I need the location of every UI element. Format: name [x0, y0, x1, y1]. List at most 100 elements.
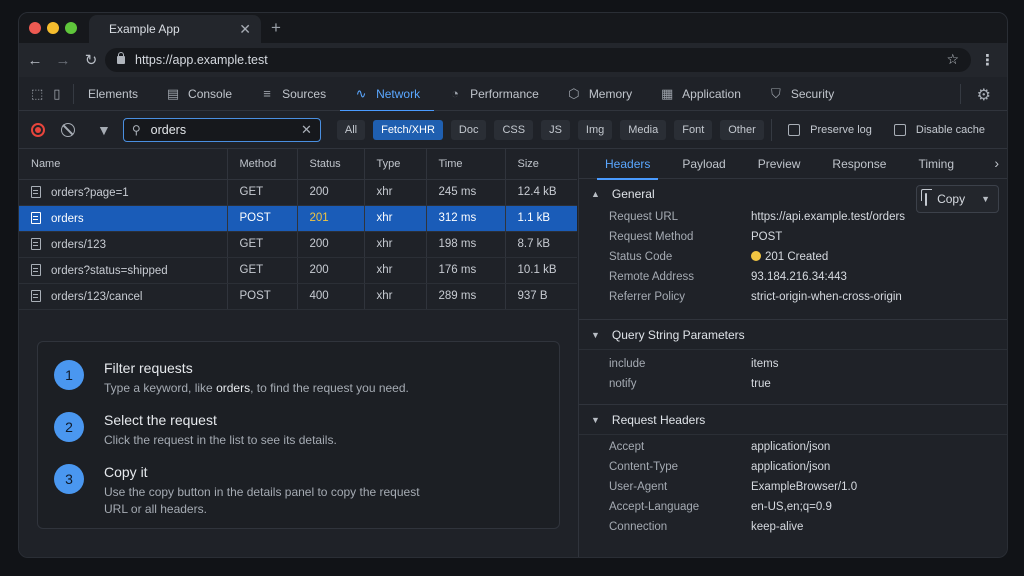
console-icon: ▤ [166, 85, 180, 101]
new-tab-button[interactable]: + [271, 18, 281, 37]
kv-value[interactable]: keep-alive [751, 521, 804, 533]
preserve-log-checkbox[interactable]: Preserve log [788, 124, 872, 136]
url-field[interactable]: https://app.example.test ☆ [105, 48, 971, 72]
kv-value[interactable]: items [751, 358, 779, 370]
back-button[interactable]: ← [27, 51, 43, 69]
column-header-method[interactable]: Method [227, 149, 298, 180]
filter-chip-other[interactable]: Other [720, 119, 764, 140]
column-header-type[interactable]: Type [364, 149, 427, 180]
filter-search-input[interactable]: ⚲ orders ✕ [122, 117, 321, 142]
inspect-element-icon[interactable]: ⬚ [31, 85, 44, 101]
reload-button[interactable]: ↻ [84, 52, 98, 69]
filter-chip-doc[interactable]: Doc [450, 119, 487, 140]
tab-application[interactable]: ▦ Application [646, 77, 755, 111]
column-header-status[interactable]: Status [297, 149, 365, 180]
tab-label: Console [188, 86, 233, 101]
step-description-part: , to find the request you need. [250, 381, 409, 395]
chevron-right-icon[interactable]: › [994, 155, 999, 171]
kv-key: Accept [609, 441, 645, 453]
chevron-down-icon[interactable]: ▼ [981, 194, 990, 204]
kv-value[interactable]: 201 Created [751, 251, 828, 271]
step-title: Select the request [104, 412, 217, 428]
method-cell: GET [227, 179, 298, 206]
tab-console[interactable]: ▤ Console [152, 77, 246, 111]
browser-tab[interactable]: Example App ✕ [89, 15, 261, 43]
kv-value[interactable]: application/json [751, 461, 831, 473]
checkbox-box[interactable] [788, 124, 801, 136]
query-section-header[interactable]: ▼ Query String Parameters [579, 320, 1007, 350]
kv-row: Request Method POST [579, 231, 1007, 251]
close-window-button[interactable] [29, 22, 41, 34]
guide-step-3: 3 Copy it Use the copy button in the det… [54, 464, 444, 518]
column-header-time[interactable]: Time [426, 149, 506, 180]
filter-chip-js[interactable]: JS [541, 119, 570, 140]
tab-memory[interactable]: ⬡ Memory [553, 77, 646, 111]
disable-cache-checkbox[interactable]: Disable cache [893, 124, 985, 136]
kv-value[interactable]: POST [751, 231, 783, 243]
step-description: Type a keyword, like orders, to find the… [104, 380, 444, 397]
copy-button[interactable]: Copy ▼ [916, 185, 999, 213]
tab-elements[interactable]: Elements [74, 77, 152, 111]
tab-sources[interactable]: ≡ Sources [246, 77, 340, 111]
general-section-header[interactable]: ▲ General [579, 179, 1007, 209]
filter-chip-css[interactable]: CSS [494, 119, 534, 140]
record-button[interactable] [31, 122, 45, 137]
kv-value[interactable]: en-US,en;q=0.9 [751, 501, 832, 513]
tab-label: Network [376, 86, 421, 101]
step-text: Copy it Use the copy button in the detai… [104, 464, 444, 518]
table-row[interactable]: orders?page=1 GET 200 xhr 245 ms 12.4 kB [19, 179, 577, 206]
column-header-size[interactable]: Size [505, 149, 577, 180]
step-keyword: orders [216, 381, 251, 395]
tab-payload[interactable]: Payload [682, 156, 726, 171]
kv-value[interactable]: application/json [751, 441, 831, 453]
kv-value[interactable]: strict-origin-when-cross-origin [751, 291, 902, 303]
clear-log-button[interactable] [61, 122, 75, 137]
maximize-window-button[interactable] [65, 22, 77, 34]
step-number-badge: 2 [54, 412, 84, 442]
table-row[interactable]: orders/123 GET 200 xhr 198 ms 8.7 kB [19, 231, 577, 258]
request-headers-section-header[interactable]: ▼ Request Headers [579, 405, 1007, 435]
filter-funnel-icon[interactable]: ▼ [97, 121, 111, 138]
table-row-selected[interactable]: orders POST 201 xhr 312 ms 1.1 kB [19, 205, 577, 232]
table-row[interactable]: orders?status=shipped GET 200 xhr 176 ms… [19, 257, 577, 284]
status-cell: 200 [297, 179, 365, 206]
kv-value[interactable]: 93.184.216.34:443 [751, 271, 847, 283]
tab-label: Sources [282, 86, 327, 101]
lock-icon [117, 52, 125, 64]
tab-timing[interactable]: Timing [918, 156, 955, 171]
step-text: Select the request Click the request in … [104, 412, 444, 449]
device-toolbar-icon[interactable]: ▯ [53, 85, 61, 101]
kv-value[interactable]: https://api.example.test/orders [751, 211, 906, 223]
tab-preview[interactable]: Preview [757, 156, 801, 171]
type-cell: xhr [364, 231, 427, 258]
forward-button[interactable]: → [55, 51, 71, 69]
filter-chip-fetch-xhr[interactable]: Fetch/XHR [373, 119, 443, 140]
tab-security[interactable]: ⛉ Security [755, 77, 848, 111]
bookmark-star-icon[interactable]: ☆ [946, 51, 959, 67]
method-cell: GET [227, 231, 298, 258]
close-tab-icon[interactable]: ✕ [239, 20, 251, 37]
kv-value[interactable]: true [751, 378, 771, 390]
browser-menu-icon[interactable]: ⋮ [980, 52, 995, 69]
filter-chip-font[interactable]: Font [674, 119, 713, 140]
tab-headers[interactable]: Headers [589, 149, 666, 180]
divider [960, 84, 961, 104]
filter-chip-img[interactable]: Img [577, 119, 613, 140]
checkbox-box[interactable] [893, 124, 906, 136]
filter-chip-all[interactable]: All [336, 119, 366, 140]
filter-chip-media[interactable]: Media [620, 119, 667, 140]
kv-row: Connection keep-alive [579, 521, 1007, 541]
kv-value[interactable]: ExampleBrowser/1.0 [751, 481, 858, 493]
tab-response[interactable]: Response [832, 156, 887, 171]
minimize-window-button[interactable] [47, 22, 59, 34]
kv-key: Request URL [609, 211, 679, 223]
settings-gear-icon[interactable]: ⚙ [976, 87, 991, 104]
address-bar-row: ← → ↻ https://app.example.test ☆ ⋮ [19, 43, 1007, 77]
tab-performance[interactable]: ◔ Performance [434, 77, 553, 111]
kv-row: Accept application/json [579, 441, 1007, 461]
tab-network[interactable]: ∿ Network [340, 77, 435, 112]
clear-search-icon[interactable]: ✕ [300, 121, 312, 137]
table-row[interactable]: orders/123/cancel POST 400 xhr 289 ms 93… [19, 283, 577, 310]
kv-row: Accept-Language en-US,en;q=0.9 [579, 501, 1007, 521]
column-header-name[interactable]: Name [19, 149, 228, 180]
